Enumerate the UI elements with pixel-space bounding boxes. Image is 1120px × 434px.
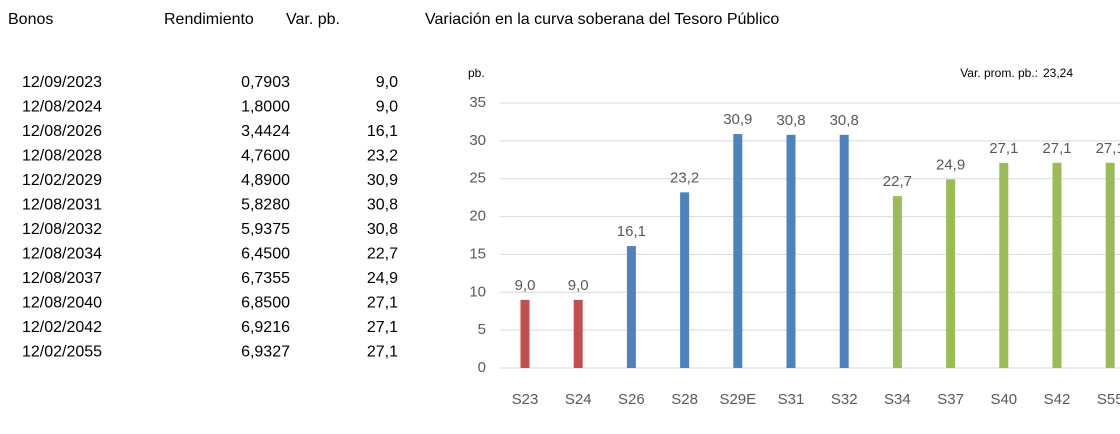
annotation-value: 23,24 [1043, 66, 1073, 80]
cell: 1,8000 [241, 99, 290, 116]
x-tick-label: S55 [1097, 391, 1120, 408]
bar [892, 196, 902, 368]
y-tick-label: 5 [478, 321, 486, 338]
bar [839, 134, 849, 368]
y-tick-label: 10 [469, 283, 486, 300]
bar [626, 246, 636, 368]
header: Rendimiento [164, 11, 254, 28]
cell: 12/08/2040 [22, 295, 102, 312]
value-label: 30,9 [723, 111, 752, 128]
x-tick-label: S26 [618, 391, 645, 408]
value-label: 27,1 [1096, 140, 1120, 157]
value-label: 30,8 [830, 112, 859, 129]
cell: 12/09/2023 [22, 74, 102, 91]
cell: 6,4500 [241, 246, 290, 263]
value-label: 27,1 [989, 140, 1018, 157]
cell: 12/08/2024 [22, 99, 102, 116]
x-tick-label: S24 [565, 391, 592, 408]
x-tick-label: S28 [671, 391, 698, 408]
y-tick-label: 35 [469, 94, 486, 111]
cell: 9,0 [376, 74, 398, 91]
header: Bonos [8, 11, 53, 28]
cell: 24,9 [367, 270, 398, 287]
bar [999, 162, 1009, 368]
cell: 9,0 [376, 99, 398, 116]
cell: 27,1 [367, 295, 398, 312]
bar [573, 299, 583, 368]
value-label: 22,7 [883, 173, 912, 190]
value-label: 16,1 [617, 223, 646, 240]
value-label: 27,1 [1042, 140, 1071, 157]
annotation-label: Var. prom. pb.: [960, 66, 1038, 80]
value-label: 9,0 [515, 277, 536, 294]
cell: 12/08/2026 [22, 123, 102, 140]
cell: 6,9216 [241, 319, 290, 336]
cell: 6,7355 [241, 270, 290, 287]
y-tick-label: 20 [469, 208, 486, 225]
cell: 12/08/2031 [22, 197, 102, 214]
cell: 3,4424 [241, 123, 290, 140]
bar [786, 134, 796, 368]
cell: 5,8280 [241, 197, 290, 214]
cell: 4,8900 [241, 172, 290, 189]
cell: 12/08/2028 [22, 148, 102, 165]
y-tick-label: 0 [478, 359, 486, 376]
cell: 6,9327 [241, 344, 290, 361]
cell: 5,9375 [241, 221, 290, 238]
y-tick-label: 25 [469, 170, 486, 187]
cell: 12/02/2055 [22, 344, 102, 361]
bar [1105, 162, 1115, 368]
bar [1052, 162, 1062, 368]
x-tick-label: S40 [990, 391, 1017, 408]
value-label: 24,9 [936, 156, 965, 173]
value-label: 30,8 [776, 112, 805, 129]
x-tick-label: S29E [719, 391, 756, 408]
header: Var. pb. [286, 11, 340, 28]
x-tick-label: S31 [778, 391, 805, 408]
bar [520, 299, 530, 368]
cell: 6,8500 [241, 295, 290, 312]
cell: 0,7903 [241, 74, 290, 91]
cell: 12/08/2037 [22, 270, 102, 287]
value-label: 23,2 [670, 169, 699, 186]
chart-title: Variación en la curva soberana del Tesor… [425, 11, 779, 28]
cell: 30,9 [367, 172, 398, 189]
bar [680, 192, 690, 368]
cell: 12/08/2034 [22, 246, 102, 263]
x-tick-label: S23 [512, 391, 539, 408]
bar [946, 179, 956, 368]
cell: 16,1 [367, 123, 398, 140]
cell: 12/02/2029 [22, 172, 102, 189]
x-tick-label: S34 [884, 391, 911, 408]
value-label: 9,0 [568, 277, 589, 294]
y-axis-label: pb. [468, 66, 485, 80]
x-tick-label: S32 [831, 391, 858, 408]
cell: 27,1 [367, 344, 398, 361]
cell: 27,1 [367, 319, 398, 336]
cell: 12/08/2032 [22, 221, 102, 238]
bar [733, 134, 743, 368]
y-tick-label: 30 [469, 132, 486, 149]
cell: 30,8 [367, 221, 398, 238]
x-tick-label: S42 [1044, 391, 1071, 408]
cell: 23,2 [367, 148, 398, 165]
cell: 22,7 [367, 246, 398, 263]
y-tick-label: 15 [469, 245, 486, 262]
cell: 12/02/2042 [22, 319, 102, 336]
cell: 30,8 [367, 197, 398, 214]
cell: 4,7600 [241, 148, 290, 165]
x-tick-label: S37 [937, 391, 964, 408]
